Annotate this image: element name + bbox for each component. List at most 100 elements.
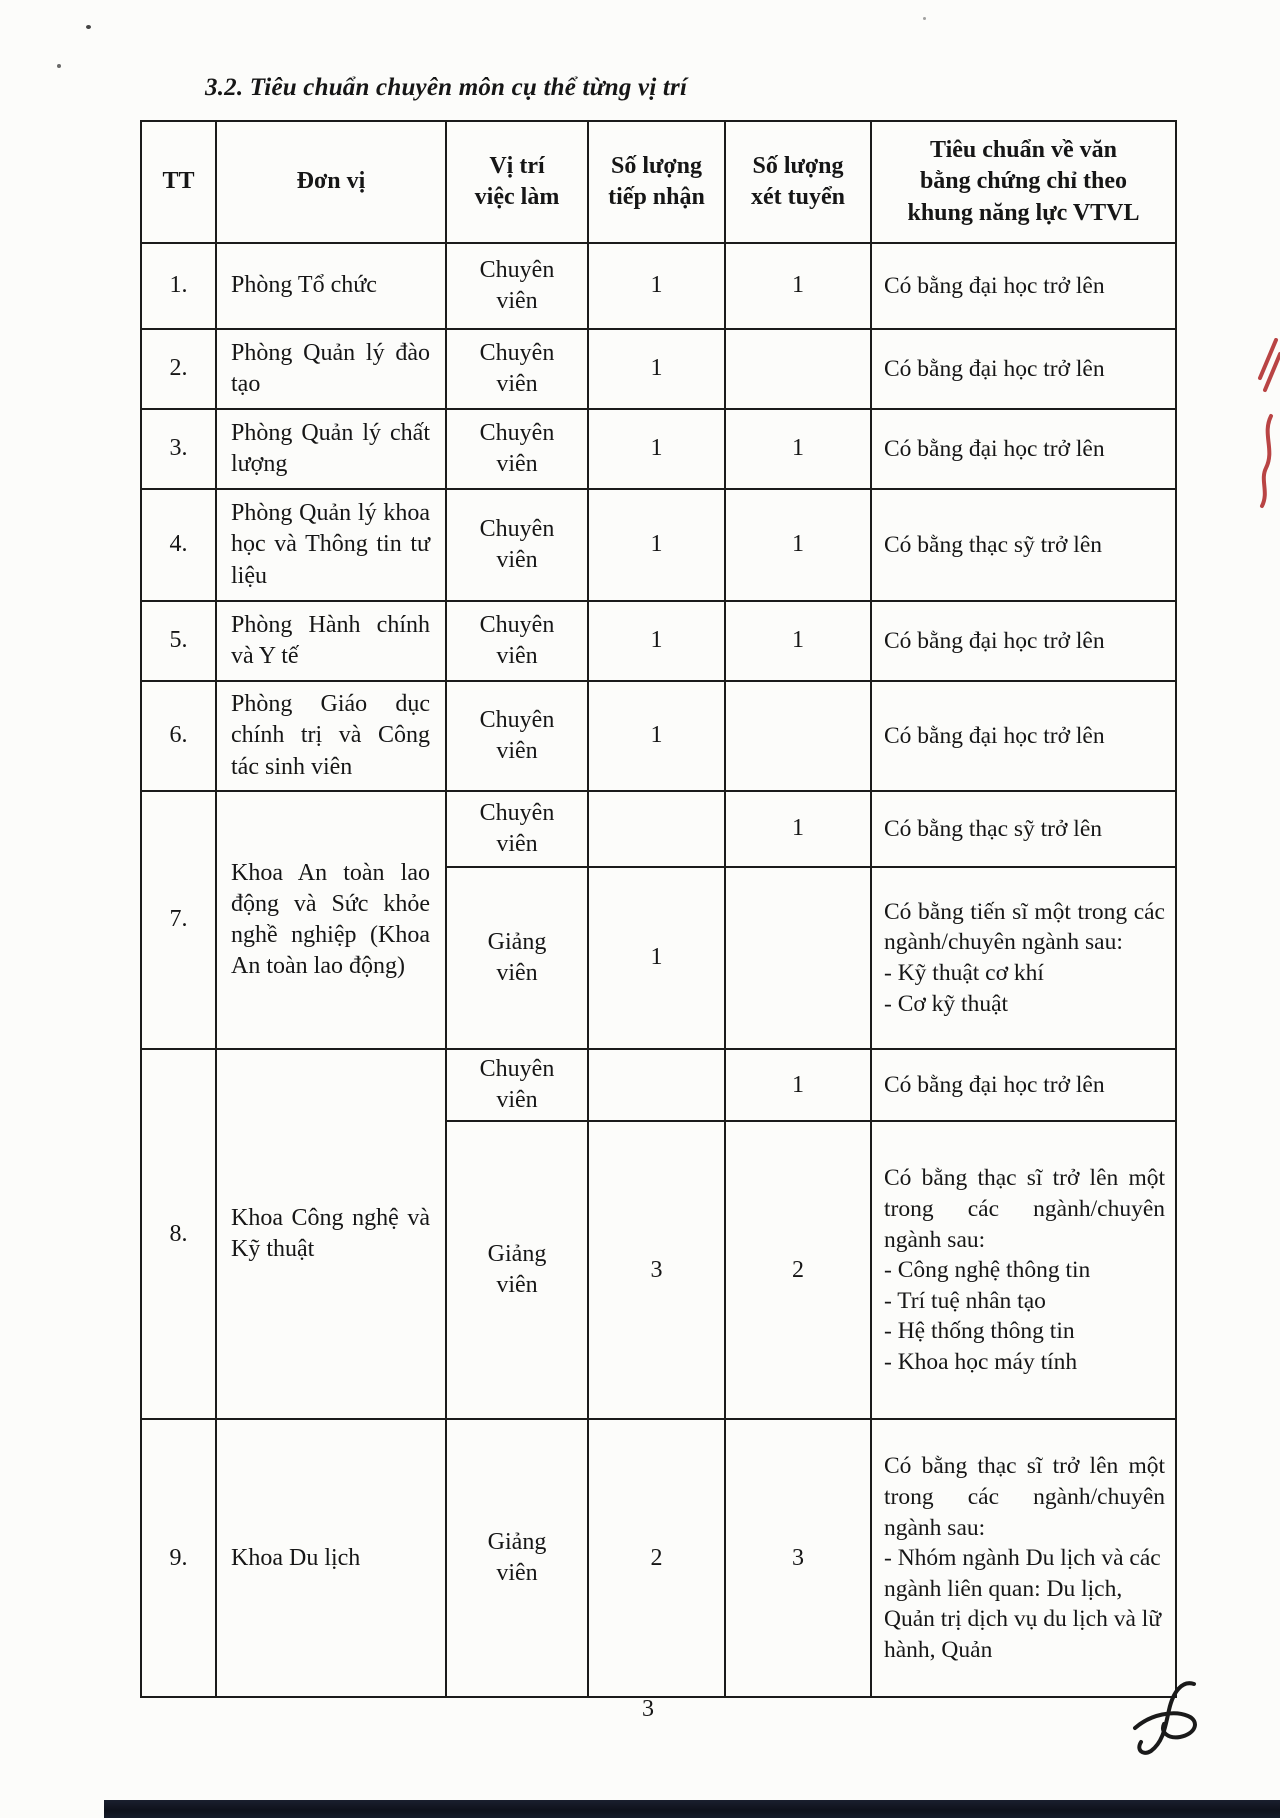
table-row: 3. Phòng Quản lý chất lượng Chuyên viên 1 1 Có… xyxy=(140,408,1177,490)
cell-so-luong-xet-tuyen xyxy=(724,328,872,410)
cell-tieu-chuan: Có bằng đại học trở lên xyxy=(870,408,1177,490)
table-header-row: TT Đơn vị Vị trí việc làm Số lượng tiếp nhận S… xyxy=(140,120,1177,244)
cell-vi-tri: Giảng viên xyxy=(445,1418,589,1699)
column-header-2: Vị trí việc làm xyxy=(445,120,589,244)
cell-so-luong-tiep-nhan xyxy=(587,1047,726,1123)
cell-vi-tri: Chuyên viên xyxy=(445,408,589,490)
table-row: Giảng viên 3 2 Có bằng thạc sĩ trở lên một t… xyxy=(141,1120,1177,1421)
tieu-chuan-item: - Công nghệ thông tin xyxy=(884,1257,1091,1284)
column-header-1: Đơn vị xyxy=(215,120,447,244)
cell-don-vi: Phòng Tổ chức xyxy=(215,242,447,330)
tieu-chuan-intro: Có bằng đại học trở lên xyxy=(884,355,1105,382)
tieu-chuan-intro: Có bằng thạc sĩ trở lên một trong các ng… xyxy=(884,1165,1165,1253)
tieu-chuan-intro: Có bằng thạc sỹ trở lên xyxy=(884,531,1103,558)
cell-so-luong-tiep-nhan: 1 xyxy=(587,680,726,792)
cell-tt: 2. xyxy=(140,328,217,410)
table-body: 1. Phòng Tổ chức Chuyên viên 1 1 Có bằng đại h… xyxy=(140,242,1177,1699)
cell-tieu-chuan: Có bằng đại học trở lên xyxy=(870,680,1177,792)
cell-so-luong-tiep-nhan: 3 xyxy=(587,1120,726,1421)
cell-so-luong-xet-tuyen: 1 xyxy=(724,242,872,330)
cell-don-vi: Phòng Hành chính và Y tế xyxy=(215,600,447,682)
tieu-chuan-intro: Có bằng đại học trở lên xyxy=(884,272,1105,299)
cell-so-luong-xet-tuyen: 3 xyxy=(724,1418,872,1699)
tieu-chuan-item: - Hệ thống thông tin xyxy=(884,1318,1075,1345)
cell-vi-tri: Chuyên viên xyxy=(445,790,589,868)
cell-tt: 7. xyxy=(140,790,217,1050)
cell-vi-tri: Giảng viên xyxy=(445,1120,589,1421)
cell-tieu-chuan: Có bằng đại học trở lên xyxy=(870,242,1177,330)
cell-so-luong-xet-tuyen: 1 xyxy=(724,408,872,490)
cell-don-vi: Khoa Du lịch xyxy=(215,1418,447,1699)
table-row: 4. Phòng Quản lý khoa học và Thông tin tư… xyxy=(140,488,1177,602)
cell-vi-tri: Chuyên viên xyxy=(445,488,589,602)
cell-tieu-chuan: Có bằng thạc sĩ trở lên một trong các ng… xyxy=(870,1120,1177,1421)
column-header-0: TT xyxy=(140,120,217,244)
cell-tt: 1. xyxy=(140,242,217,330)
cell-tieu-chuan: Có bằng thạc sĩ trở lên một trong các ng… xyxy=(870,1418,1177,1699)
scan-speck xyxy=(923,17,926,20)
cell-tieu-chuan: Có bằng thạc sỹ trở lên xyxy=(870,790,1177,868)
table-row: 2. Phòng Quản lý đào tạo Chuyên viên 1 Có bằn… xyxy=(140,328,1177,410)
column-header-5: Tiêu chuẩn về văn bằng chứng chỉ theo khun… xyxy=(870,120,1177,244)
tieu-chuan-intro: Có bằng đại học trở lên xyxy=(884,1071,1105,1098)
signature-initials xyxy=(1133,1681,1197,1755)
tieu-chuan-intro: Có bằng thạc sĩ trở lên một trong các ng… xyxy=(884,1453,1165,1541)
cell-so-luong-tiep-nhan: 1 xyxy=(587,866,726,1050)
cell-tieu-chuan: Có bằng thạc sỹ trở lên xyxy=(870,488,1177,602)
tieu-chuan-item: - Khoa học máy tính xyxy=(884,1348,1078,1375)
cell-don-vi: Phòng Quản lý khoa học và Thông tin tư l… xyxy=(215,488,447,602)
cell-tieu-chuan: Có bằng đại học trở lên xyxy=(870,600,1177,682)
scan-speck xyxy=(57,64,61,68)
table-row: 9. Khoa Du lịch Giảng viên 2 3 Có bằng thạc sĩ… xyxy=(140,1418,1177,1699)
column-header-3: Số lượng tiếp nhận xyxy=(587,120,726,244)
cell-don-vi: Phòng Giáo dục chính trị và Công tác sin… xyxy=(215,680,447,792)
cell-tt: 5. xyxy=(140,600,217,682)
cell-so-luong-tiep-nhan: 1 xyxy=(587,600,726,682)
table-row: 7. Khoa An toàn lao động và Sức khỏe nghề… xyxy=(140,790,1177,1050)
scan-speck xyxy=(86,25,91,29)
cell-vi-tri: Chuyên viên xyxy=(445,1047,589,1123)
cell-tieu-chuan: Có bằng đại học trở lên xyxy=(870,1047,1177,1123)
cell-don-vi: Khoa An toàn lao động và Sức khỏe nghề n… xyxy=(215,790,447,1050)
cell-don-vi: Phòng Quản lý đào tạo xyxy=(215,328,447,410)
cell-vi-tri: Chuyên viên xyxy=(445,242,589,330)
cell-tieu-chuan: Có bằng đại học trở lên xyxy=(870,328,1177,410)
table-header: TT Đơn vị Vị trí việc làm Số lượng tiếp nhận S… xyxy=(140,120,1177,244)
cell-vi-tri: Chuyên viên xyxy=(445,680,589,792)
cell-so-luong-tiep-nhan: 1 xyxy=(587,488,726,602)
tieu-chuan-intro: Có bằng đại học trở lên xyxy=(884,435,1105,462)
table-row: 8. Khoa Công nghệ và Kỹ thuật Chuyên viên 1 C… xyxy=(140,1047,1177,1421)
column-header-4: Số lượng xét tuyển xyxy=(724,120,872,244)
cell-vi-tri: Chuyên viên xyxy=(445,600,589,682)
tieu-chuan-intro: Có bằng tiến sĩ một trong các ngành/chuy… xyxy=(884,898,1165,956)
tieu-chuan-item: - Kỹ thuật cơ khí xyxy=(884,960,1044,986)
tieu-chuan-intro: Có bằng đại học trở lên xyxy=(884,627,1105,654)
cell-so-luong-xet-tuyen: 1 xyxy=(724,790,872,868)
cell-so-luong-tiep-nhan: 1 xyxy=(587,408,726,490)
cell-so-luong-tiep-nhan xyxy=(587,790,726,868)
cell-tt: 4. xyxy=(140,488,217,602)
tieu-chuan-intro: Có bằng thạc sỹ trở lên xyxy=(884,815,1103,842)
tieu-chuan-item: - Cơ kỹ thuật xyxy=(884,990,1009,1017)
cell-so-luong-tiep-nhan: 1 xyxy=(587,328,726,410)
table-row: Giảng viên 1 Có bằng tiến sĩ một trong các … xyxy=(141,866,1177,1050)
cell-tt: 8. xyxy=(140,1047,217,1421)
cell-vi-tri: Chuyên viên xyxy=(445,328,589,410)
cell-so-luong-xet-tuyen xyxy=(724,680,872,792)
cell-so-luong-xet-tuyen: 1 xyxy=(724,1047,872,1123)
cell-so-luong-tiep-nhan: 1 xyxy=(587,242,726,330)
cell-so-luong-tiep-nhan: 2 xyxy=(587,1418,726,1699)
table-row: 1. Phòng Tổ chức Chuyên viên 1 1 Có bằng đại h… xyxy=(140,242,1177,330)
tieu-chuan-item: - Nhóm ngành Du lịch và các ngành liên q… xyxy=(884,1545,1162,1663)
table-row: 5. Phòng Hành chính và Y tế Chuyên viên 1 1 Có… xyxy=(140,600,1177,682)
cell-so-luong-xet-tuyen: 1 xyxy=(724,600,872,682)
tieu-chuan-item: - Trí tuệ nhân tạo xyxy=(884,1287,1046,1314)
cell-so-luong-xet-tuyen: 2 xyxy=(724,1120,872,1421)
cell-tt: 3. xyxy=(140,408,217,490)
table-row: 6. Phòng Giáo dục chính trị và Công tác s… xyxy=(140,680,1177,792)
cell-don-vi: Phòng Quản lý chất lượng xyxy=(215,408,447,490)
page-number: 3 xyxy=(642,1696,654,1722)
red-pen-marks xyxy=(1258,338,1280,508)
scan-edge-artifact xyxy=(104,1800,1280,1818)
